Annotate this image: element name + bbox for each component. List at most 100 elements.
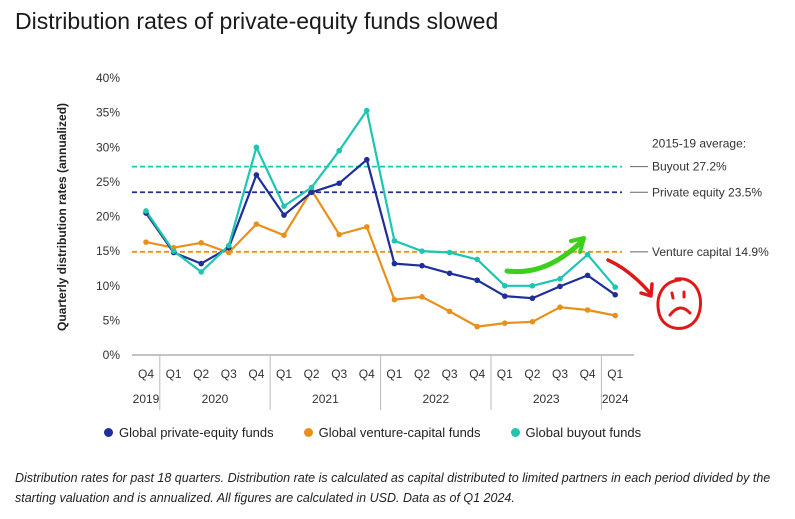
x-tick-label: Q3 bbox=[552, 367, 568, 381]
chart-caption: Distribution rates for past 18 quarters.… bbox=[15, 471, 771, 505]
y-tick-label: 0% bbox=[103, 348, 121, 362]
reference-heading: 2015-19 average: bbox=[652, 137, 746, 151]
legend-item-private-equity: Global private-equity funds bbox=[104, 425, 274, 440]
data-point bbox=[502, 282, 508, 289]
data-point bbox=[584, 251, 591, 258]
x-axis: Q4 Q1 Q2 Q3 Q4 Q1 Q2 Q3 Q4 Q1 Q2 Q3 Q4 Q1 Q2 Q3 Q4 Q1 2019… bbox=[132, 354, 634, 410]
y-tick-labels: 0% 5% 10% 15% 20% 25% 30% 35% 40% bbox=[96, 71, 120, 362]
data-point bbox=[419, 294, 425, 300]
red-sad-face-frown bbox=[668, 306, 692, 317]
data-point bbox=[253, 221, 260, 227]
y-axis-label-group: Quarterly distribution rates (annualized… bbox=[55, 103, 69, 331]
data-point bbox=[612, 291, 618, 298]
series-lines bbox=[145, 109, 617, 328]
data-point bbox=[446, 308, 453, 315]
x-tick-label: Q1 bbox=[166, 367, 182, 381]
data-point bbox=[364, 107, 370, 114]
data-point bbox=[474, 277, 481, 284]
y-tick-label: 25% bbox=[96, 175, 120, 189]
y-axis-label: Quarterly distribution rates (annualized… bbox=[55, 103, 69, 331]
x-tick-label: Q1 bbox=[607, 367, 623, 381]
data-point bbox=[557, 304, 563, 311]
data-point bbox=[336, 147, 343, 154]
y-tick-label: 10% bbox=[96, 279, 120, 293]
x-tick-label: Q2 bbox=[193, 367, 209, 381]
x-tick-label: Q1 bbox=[386, 367, 402, 381]
data-point bbox=[529, 318, 536, 325]
legend-swatch-private-equity bbox=[104, 428, 113, 437]
data-point bbox=[281, 212, 287, 218]
data-point bbox=[308, 184, 315, 191]
reference-lines: 2015-19 average: Buyout 27.2% Private equi… bbox=[132, 137, 769, 259]
data-point bbox=[198, 269, 204, 275]
data-point bbox=[446, 249, 453, 256]
data-point bbox=[364, 224, 370, 230]
data-point bbox=[446, 270, 453, 277]
red-sad-face-left-eye bbox=[670, 291, 675, 300]
data-point bbox=[584, 307, 591, 313]
legend-swatch-venture-capital bbox=[303, 428, 313, 437]
legend-item-venture-capital: Global venture-capital funds bbox=[303, 425, 481, 440]
y-tick-label: 40% bbox=[96, 71, 120, 85]
data-point bbox=[170, 248, 177, 254]
data-point bbox=[391, 296, 398, 303]
x-tick-label: Q4 bbox=[248, 367, 264, 381]
green-up-arrow-stroke bbox=[504, 240, 583, 275]
x-year-label: 2023 bbox=[533, 392, 560, 406]
data-point bbox=[226, 242, 232, 249]
x-tick-label: Q3 bbox=[442, 367, 458, 381]
data-point bbox=[308, 189, 315, 196]
x-tick-label: Q3 bbox=[221, 367, 237, 381]
red-down-arrow-stroke bbox=[606, 258, 652, 295]
data-point bbox=[253, 144, 260, 151]
x-tick-label: Q1 bbox=[276, 367, 292, 381]
x-tick-label: Q2 bbox=[524, 367, 540, 381]
data-point bbox=[612, 312, 618, 319]
y-tick-label: 35% bbox=[96, 106, 120, 120]
data-point bbox=[336, 180, 343, 187]
legend: Global private-equity funds Global ventu… bbox=[104, 425, 641, 440]
data-point bbox=[529, 295, 536, 302]
legend-label-buyout: Global buyout funds bbox=[525, 425, 642, 440]
x-tick-label: Q1 bbox=[497, 367, 513, 381]
green-up-arrow-head bbox=[569, 236, 586, 254]
line-chart: Quarterly distribution rates (annualized… bbox=[55, 71, 769, 410]
y-tick-label: 20% bbox=[96, 210, 120, 224]
data-point bbox=[226, 249, 232, 256]
x-tick-label: Q3 bbox=[331, 367, 347, 381]
data-point bbox=[143, 208, 149, 214]
x-tick-label: Q2 bbox=[414, 367, 430, 381]
data-point bbox=[474, 323, 481, 330]
x-tick-label: Q4 bbox=[359, 367, 375, 381]
reference-label: Buyout 27.2% bbox=[652, 160, 727, 174]
data-point bbox=[253, 172, 260, 178]
data-point bbox=[557, 283, 563, 290]
data-point bbox=[364, 156, 370, 163]
legend-swatch-buyout bbox=[510, 428, 520, 437]
data-point bbox=[419, 262, 425, 269]
series-line bbox=[145, 109, 617, 288]
x-year-label: 2019 bbox=[133, 392, 160, 406]
x-year-label: 2024 bbox=[602, 392, 629, 406]
data-point bbox=[474, 256, 481, 263]
data-point bbox=[529, 282, 536, 289]
data-point bbox=[502, 293, 508, 299]
reference-label: Private equity 23.5% bbox=[652, 185, 762, 199]
data-point bbox=[391, 260, 398, 267]
data-point bbox=[391, 237, 398, 244]
data-point bbox=[198, 240, 204, 246]
x-tick-label: Q2 bbox=[304, 367, 320, 381]
y-tick-label: 30% bbox=[96, 140, 120, 154]
data-point bbox=[419, 248, 425, 254]
x-tick-label: Q4 bbox=[469, 367, 485, 381]
data-point bbox=[557, 276, 563, 282]
data-point bbox=[143, 239, 149, 245]
legend-label-private-equity: Global private-equity funds bbox=[119, 425, 274, 440]
x-year-label: 2022 bbox=[422, 392, 449, 406]
chart-title: Distribution rates of private-equity fun… bbox=[15, 8, 499, 34]
reference-label: Venture capital 14.9% bbox=[652, 245, 769, 259]
data-point bbox=[612, 284, 618, 290]
data-point bbox=[281, 232, 287, 238]
data-point bbox=[281, 203, 287, 209]
hand-drawn-annotations bbox=[504, 236, 702, 330]
